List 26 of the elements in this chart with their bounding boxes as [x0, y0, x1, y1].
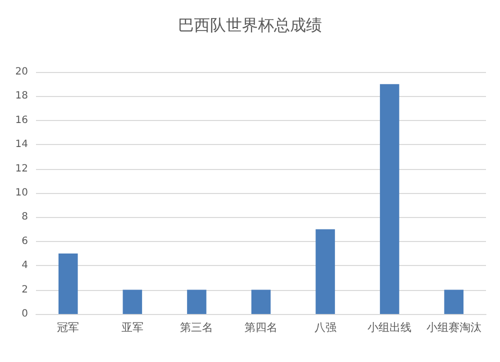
x-tick-label: 亚军 — [121, 321, 144, 334]
y-tick-label: 4 — [22, 260, 28, 272]
y-tick-label: 20 — [15, 66, 28, 78]
y-tick-label: 0 — [22, 308, 28, 320]
x-tick-label: 冠军 — [57, 321, 80, 334]
y-tick-label: 2 — [22, 284, 28, 296]
y-tick-label: 18 — [15, 90, 28, 102]
chart-title: 巴西队世界杯总成绩 — [178, 16, 322, 34]
bar — [58, 254, 78, 314]
y-tick-label: 10 — [15, 188, 28, 198]
bar — [122, 290, 142, 314]
x-tick-label: 八强 — [314, 321, 336, 334]
bar — [380, 84, 400, 314]
bar — [316, 229, 335, 314]
y-tick-label: 12 — [15, 163, 28, 174]
y-tick-label: 16 — [15, 114, 28, 126]
x-tick-label: 第四名 — [244, 321, 278, 334]
bar — [444, 290, 464, 314]
y-tick-label: 8 — [22, 212, 28, 223]
y-tick-label: 14 — [15, 139, 28, 150]
x-tick-label: 小组出线 — [368, 321, 412, 334]
x-tick-label: 第三名 — [180, 321, 214, 334]
x-tick-label: 小组赛淘汰 — [426, 321, 482, 334]
bar — [251, 290, 271, 314]
bar — [187, 290, 206, 314]
y-tick-label: 6 — [22, 236, 28, 247]
